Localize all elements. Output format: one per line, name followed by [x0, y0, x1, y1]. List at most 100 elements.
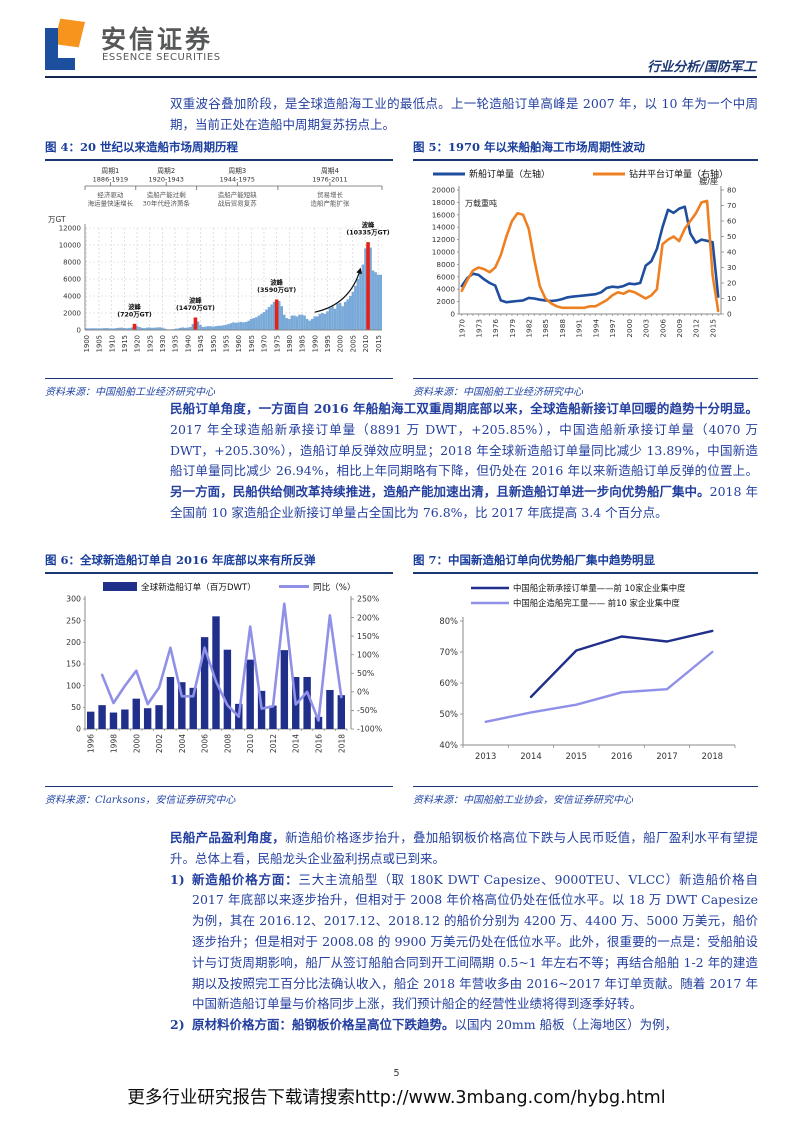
- svg-text:1935: 1935: [172, 335, 180, 352]
- svg-text:50: 50: [727, 232, 737, 241]
- paragraph-orders: 民船订单角度，一方面自 2016 年船舶海工双重周期底部以来，全球造船新接订单回…: [170, 401, 758, 520]
- svg-text:1998: 1998: [109, 734, 118, 753]
- svg-text:1973: 1973: [474, 319, 483, 338]
- svg-text:8000: 8000: [436, 260, 455, 269]
- svg-text:4000: 4000: [436, 285, 455, 294]
- svg-text:周期3: 周期3: [228, 167, 246, 175]
- svg-text:1925: 1925: [146, 335, 154, 352]
- figure-4: 图 4：20 世纪以来造船市场周期历程 波峰 (720万GT) 波峰 (1470万GT…: [45, 139, 393, 398]
- svg-text:80%: 80%: [439, 616, 458, 626]
- svg-text:1900: 1900: [83, 335, 91, 352]
- svg-text:海运量快速增长: 海运量快速增长: [88, 199, 134, 208]
- lower-text-block: 民船产品盈利角度，新造船价格逐步抬升，叠加船钢板价格高位下跌与人民币贬值，船厂盈…: [170, 828, 758, 1036]
- svg-text:中国船企造船完工量—— 前10 家企业集中度: 中国船企造船完工量—— 前10 家企业集中度: [513, 598, 680, 608]
- svg-text:2004: 2004: [178, 734, 187, 753]
- svg-text:16000: 16000: [432, 210, 456, 219]
- svg-text:全球新造船订单（百万DWT）: 全球新造船订单（百万DWT）: [141, 581, 256, 593]
- footer-promo-text: 更多行业研究报告下载请搜索http://www.3mbang.com/hybg.…: [127, 1088, 666, 1108]
- svg-text:30年代经济萧条: 30年代经济萧条: [143, 199, 191, 208]
- svg-text:70: 70: [727, 201, 737, 210]
- svg-text:2015: 2015: [375, 335, 383, 352]
- svg-text:1944-1975: 1944-1975: [220, 176, 255, 184]
- svg-text:周期2: 周期2: [157, 167, 175, 175]
- svg-text:2002: 2002: [155, 734, 164, 753]
- svg-text:2012: 2012: [269, 734, 278, 753]
- page-number: 5: [393, 1068, 400, 1079]
- svg-text:40: 40: [727, 248, 737, 257]
- svg-text:50: 50: [71, 703, 81, 712]
- svg-text:100: 100: [66, 681, 81, 690]
- svg-text:波峰: 波峰: [128, 302, 141, 311]
- svg-text:2000: 2000: [436, 297, 455, 306]
- svg-text:0: 0: [77, 327, 81, 335]
- svg-text:40%: 40%: [439, 740, 458, 750]
- svg-text:2010: 2010: [362, 335, 370, 352]
- svg-text:150%: 150%: [357, 632, 379, 641]
- header-rule: [45, 76, 757, 78]
- svg-text:10000: 10000: [432, 248, 456, 257]
- svg-text:1920-1943: 1920-1943: [149, 176, 184, 184]
- svg-text:造船产能过剩: 造船产能过剩: [147, 190, 186, 199]
- svg-text:1950: 1950: [210, 335, 218, 352]
- svg-text:2000: 2000: [132, 734, 141, 753]
- svg-text:中国船企新承接订单量——前 10家企业集中度: 中国船企新承接订单量——前 10家企业集中度: [513, 583, 686, 593]
- figure-7-title: 图 7：中国新造船订单向优势船厂集中趋势明显: [413, 552, 758, 574]
- svg-text:1995: 1995: [324, 335, 332, 352]
- figure-5-title: 图 5：1970 年以来船舶海工市场周期性波动: [413, 139, 758, 161]
- svg-text:10: 10: [727, 294, 737, 303]
- svg-text:300: 300: [66, 595, 81, 604]
- svg-text:万载重吨: 万载重吨: [465, 198, 497, 208]
- logo: 安信证券 ESSENCE SECURITIES: [45, 18, 305, 74]
- svg-text:(3590万GT): (3590万GT): [257, 286, 296, 294]
- list-marker-1: 1): [170, 871, 185, 887]
- svg-text:20: 20: [727, 279, 737, 288]
- svg-text:1990: 1990: [311, 335, 319, 352]
- svg-text:1985: 1985: [541, 319, 550, 338]
- svg-text:-50%: -50%: [357, 706, 377, 715]
- svg-text:2017: 2017: [656, 751, 677, 761]
- svg-text:2006: 2006: [201, 734, 210, 753]
- svg-text:0: 0: [727, 310, 732, 319]
- figure-4-chart: 波峰(720万GT)波峰(1470万GT)波峰(3590万GT)波峰(10335…: [48, 167, 390, 352]
- svg-text:2003: 2003: [642, 319, 651, 338]
- svg-text:2018: 2018: [702, 751, 723, 761]
- svg-text:2000: 2000: [625, 319, 634, 338]
- svg-text:波峰: 波峰: [362, 220, 375, 229]
- svg-text:万GT: 万GT: [48, 215, 66, 224]
- svg-text:艘/座: 艘/座: [699, 176, 718, 186]
- svg-text:1955: 1955: [222, 335, 230, 352]
- svg-text:0: 0: [450, 310, 455, 319]
- essence-logo-icon: [45, 18, 89, 70]
- figure-7: 图 7：中国新造船订单向优势船厂集中趋势明显 中国船企新承接订单量——前 10家…: [413, 552, 758, 806]
- svg-text:250: 250: [66, 616, 81, 625]
- svg-text:70%: 70%: [439, 647, 458, 657]
- svg-text:1988: 1988: [558, 319, 567, 338]
- svg-text:2015: 2015: [566, 751, 587, 761]
- svg-text:1920: 1920: [134, 335, 142, 352]
- svg-text:1994: 1994: [591, 319, 600, 338]
- svg-text:1886-1919: 1886-1919: [93, 176, 128, 184]
- svg-text:200: 200: [66, 638, 81, 647]
- svg-text:30: 30: [727, 263, 737, 272]
- svg-text:0%: 0%: [357, 688, 369, 697]
- svg-text:12000: 12000: [59, 225, 81, 233]
- svg-text:18000: 18000: [432, 198, 456, 207]
- svg-text:1979: 1979: [508, 319, 517, 338]
- figure-5-chart: 新船订单量（左轴） 钻井平台订单量（右轴）02000400060008000100…: [432, 168, 737, 338]
- svg-text:100%: 100%: [357, 650, 379, 659]
- svg-text:2006: 2006: [658, 319, 667, 338]
- svg-text:4000: 4000: [63, 293, 81, 301]
- list-item-material: 2) 原材料价格方面：船钢板价格呈高位下跌趋势。以国内 20mm 船板（上海地区…: [170, 1015, 758, 1036]
- logo-cn-text: 安信证券: [101, 25, 214, 54]
- svg-text:1930: 1930: [159, 335, 167, 352]
- svg-text:波峰: 波峰: [189, 296, 202, 305]
- figure-6-title: 图 6：全球新造船订单自 2016 年底部以来有所反弹: [45, 552, 393, 574]
- svg-text:1997: 1997: [608, 319, 617, 338]
- svg-text:1982: 1982: [524, 319, 533, 338]
- svg-text:150: 150: [66, 660, 81, 669]
- svg-text:造船产能短缺: 造船产能短缺: [218, 190, 257, 199]
- svg-text:2014: 2014: [292, 734, 301, 753]
- svg-text:1996: 1996: [87, 734, 96, 753]
- svg-text:2009: 2009: [675, 319, 684, 338]
